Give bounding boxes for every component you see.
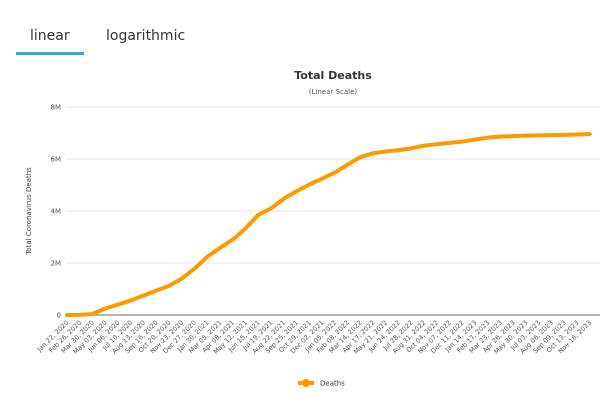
chart: Total Deaths (Linear Scale) Total Corona… (25, 69, 600, 388)
legend-marker (302, 379, 310, 387)
tab-logarithmic[interactable]: logarithmic (106, 28, 186, 44)
line-series (65, 132, 592, 317)
active-tab-indicator (16, 52, 84, 55)
y-tick-label: 8M (51, 104, 62, 112)
chart-subtitle: (Linear Scale) (309, 88, 358, 96)
tab-linear[interactable]: linear (30, 28, 70, 44)
legend-label: Deaths (320, 380, 345, 388)
y-tick-label: 0 (57, 312, 61, 320)
y-tick-label: 4M (51, 208, 62, 216)
y-tick-label: 6M (51, 156, 62, 164)
y-tick-label: 2M (51, 260, 62, 268)
tab-bar: linear logarithmic (0, 0, 605, 56)
y-axis-label: Total Coronavirus Deaths (25, 167, 33, 256)
chart-title: Total Deaths (294, 69, 372, 82)
